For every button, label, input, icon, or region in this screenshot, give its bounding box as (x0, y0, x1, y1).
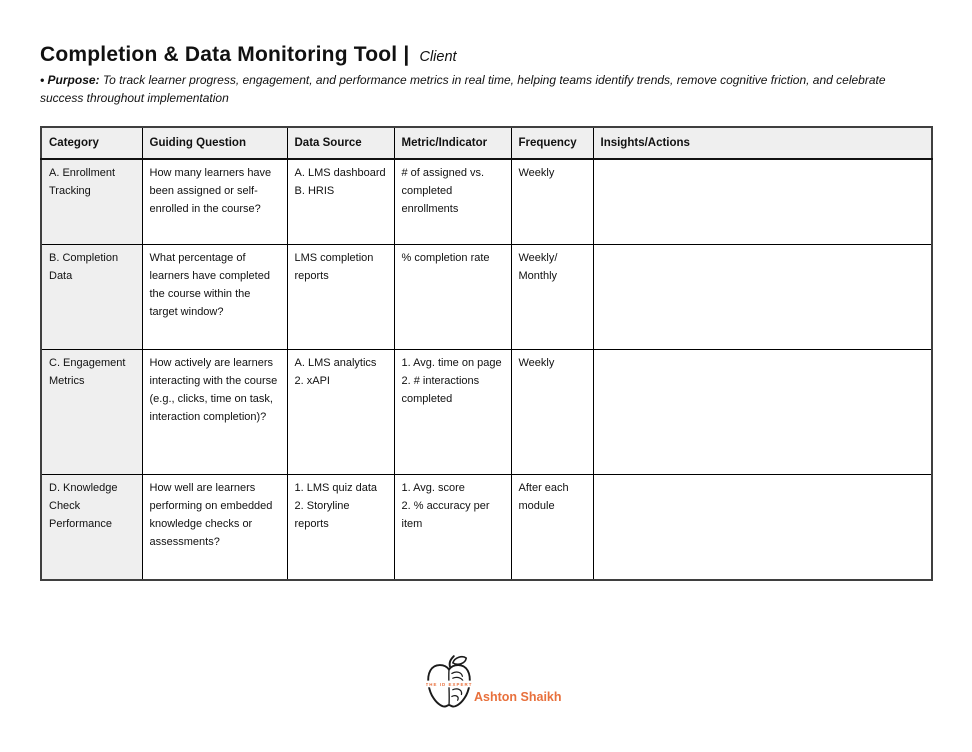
title-client: Client (419, 49, 457, 65)
header-cell-metric: Metric/Indicator (393, 126, 512, 160)
cell-metric: 1. Avg. time on page 2. # interactions c… (393, 348, 512, 475)
author-name: Ashton Shaikh (474, 690, 562, 704)
header-cell-frequency: Frequency (510, 126, 594, 160)
table-header-row: Category Guiding Question Data Source Me… (40, 126, 933, 160)
title-main: Completion & Data Monitoring Tool (40, 43, 398, 66)
cell-insights (592, 158, 933, 245)
cell-guiding-question: What percentage of learners have complet… (141, 243, 288, 350)
cell-insights (592, 348, 933, 475)
cell-data-source: LMS completion reports (286, 243, 395, 350)
cell-data-source: A. LMS dashboard B. HRIS (286, 158, 395, 245)
logo-text: THE ID EXPERT (426, 682, 472, 687)
cell-frequency: Weekly/ Monthly (510, 243, 594, 350)
table-row: A. Enrollment Tracking How many learners… (40, 158, 933, 245)
cell-category: B. Completion Data (40, 243, 143, 350)
purpose-label: • Purpose: (40, 73, 100, 87)
title-separator: | (403, 43, 410, 66)
cell-category: A. Enrollment Tracking (40, 158, 143, 245)
purpose-text: To track learner progress, engagement, a… (40, 73, 886, 105)
table-row: C. Engagement Metrics How actively are l… (40, 348, 933, 475)
purpose-statement: • Purpose: To track learner progress, en… (40, 71, 928, 107)
table-row: B. Completion Data What percentage of le… (40, 243, 933, 350)
cell-metric: # of assigned vs. completed enrollments (393, 158, 512, 245)
cell-frequency: Weekly (510, 348, 594, 475)
cell-insights (592, 473, 933, 581)
cell-category: C. Engagement Metrics (40, 348, 143, 475)
cell-metric: % completion rate (393, 243, 512, 350)
cell-frequency: Weekly (510, 158, 594, 245)
cell-insights (592, 243, 933, 350)
cell-guiding-question: How actively are learners interacting wi… (141, 348, 288, 475)
cell-metric: 1. Avg. score 2. % accuracy per item (393, 473, 512, 581)
header-cell-guiding-question: Guiding Question (141, 126, 288, 160)
table-row: D. Knowledge Check Performance How well … (40, 473, 933, 581)
page-title: Completion & Data Monitoring Tool | Clien… (40, 43, 457, 67)
cell-frequency: After each module (510, 473, 594, 581)
header-cell-data-source: Data Source (286, 126, 395, 160)
cell-guiding-question: How many learners have been assigned or … (141, 158, 288, 245)
monitoring-table: Category Guiding Question Data Source Me… (40, 126, 933, 581)
cell-guiding-question: How well are learners performing on embe… (141, 473, 288, 581)
apple-brain-logo-icon: THE ID EXPERT (426, 655, 472, 708)
cell-category: D. Knowledge Check Performance (40, 473, 143, 581)
header-cell-category: Category (40, 126, 143, 160)
header-cell-insights: Insights/Actions (592, 126, 933, 160)
cell-data-source: A. LMS analytics 2. xAPI (286, 348, 395, 475)
cell-data-source: 1. LMS quiz data 2. Storyline reports (286, 473, 395, 581)
